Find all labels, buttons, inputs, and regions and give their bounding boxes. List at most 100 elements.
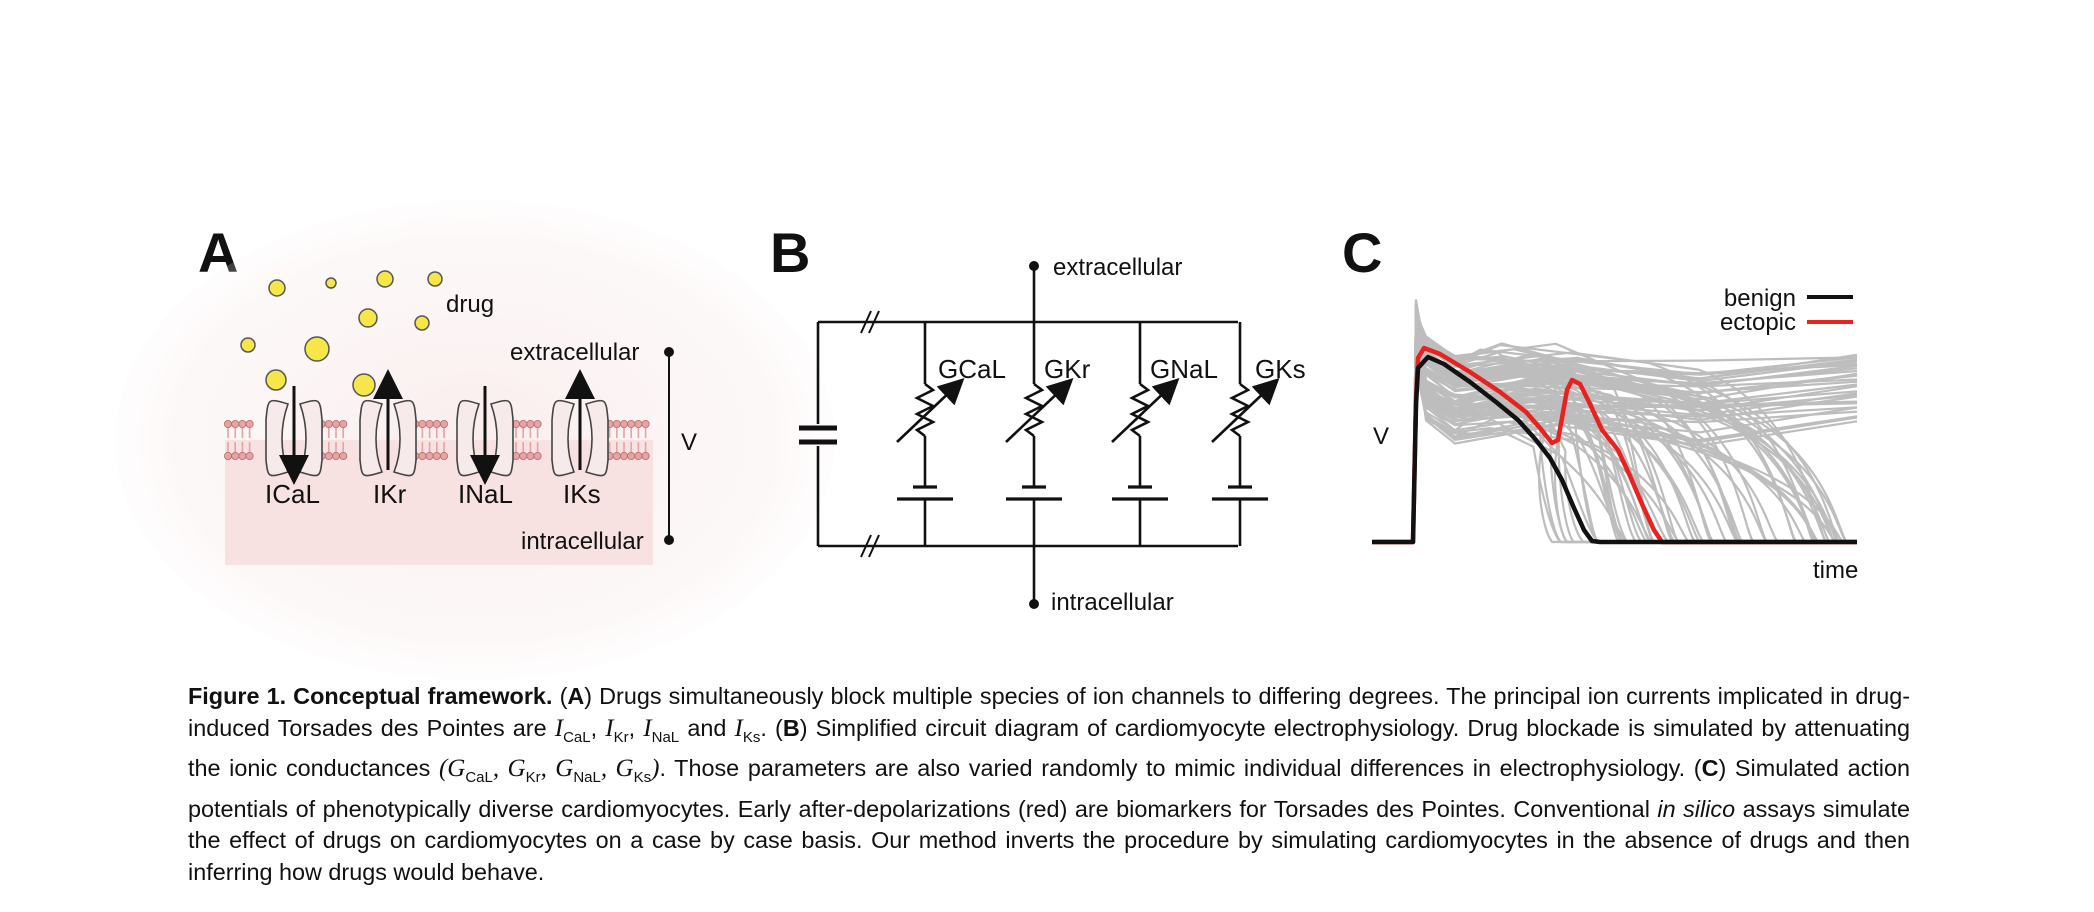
population-trace bbox=[1372, 310, 1857, 544]
channel-subunit bbox=[392, 399, 417, 477]
legend-label-ectopic: ectopic bbox=[1720, 309, 1796, 336]
lipid-head bbox=[519, 451, 528, 460]
current-label-iks: IKs bbox=[563, 479, 601, 509]
circuit-wires bbox=[816, 268, 1238, 602]
drug-molecule bbox=[414, 315, 430, 331]
lipid-head bbox=[641, 419, 650, 428]
intracellular-label-b: intracellular bbox=[1051, 589, 1174, 616]
lipid-head bbox=[418, 419, 427, 428]
drug-molecule bbox=[240, 337, 256, 353]
drug-molecule bbox=[268, 279, 286, 297]
population-trace bbox=[1372, 312, 1857, 544]
lipid-head bbox=[324, 451, 333, 460]
lipid-head bbox=[418, 451, 427, 460]
population-trace bbox=[1372, 333, 1857, 544]
lipid-head bbox=[231, 451, 240, 460]
intracellular-terminal bbox=[1029, 599, 1039, 609]
population-trace bbox=[1372, 302, 1857, 544]
population-trace bbox=[1372, 323, 1857, 544]
channel-subunit bbox=[359, 399, 384, 477]
panel-c-letter: C bbox=[1342, 221, 1382, 284]
drug-molecule bbox=[358, 308, 378, 328]
caption-text: ( bbox=[559, 683, 568, 709]
population-trace bbox=[1372, 343, 1857, 544]
lipid-head bbox=[432, 451, 441, 460]
lipid-head bbox=[641, 451, 650, 460]
caption-ref-a: A bbox=[567, 683, 585, 709]
current-label-inal: INaL bbox=[458, 479, 513, 509]
caption-text: ) Simplified circuit diagram of cardiomy… bbox=[188, 714, 1911, 782]
extracellular-terminal bbox=[1029, 261, 1039, 271]
drug-molecule bbox=[265, 369, 287, 391]
conductance-branch bbox=[896, 322, 965, 546]
lipid-head bbox=[231, 419, 240, 428]
population-trace bbox=[1372, 332, 1857, 544]
math-i-ks: IKs bbox=[734, 714, 761, 746]
voltage-terminal-bottom bbox=[664, 535, 674, 545]
resistor bbox=[1229, 382, 1251, 438]
lipid-head bbox=[339, 451, 348, 460]
lipid-head bbox=[620, 451, 629, 460]
caption-italic: in silico bbox=[1657, 795, 1736, 822]
caption-text: ) Drugs simultaneously block multiple sp… bbox=[188, 683, 1910, 741]
lipid-head bbox=[612, 451, 621, 460]
conductance-branch bbox=[1111, 322, 1180, 546]
conductance-label-gkr: GKr bbox=[1044, 354, 1091, 384]
panel-a: A drug extracellular intracellular bbox=[115, 200, 835, 680]
drug-molecules bbox=[240, 270, 443, 397]
c-ylabel: V bbox=[1373, 423, 1389, 450]
lipid-head bbox=[238, 419, 247, 428]
lipid-head bbox=[339, 419, 348, 428]
voltage-label-a: V bbox=[681, 429, 697, 456]
lipid-head bbox=[245, 451, 254, 460]
lipid-head bbox=[223, 419, 232, 428]
caption-text: and bbox=[687, 714, 727, 741]
extracellular-label-a: extracellular bbox=[510, 339, 639, 366]
panel-b: B extracellular intracellular GCaL GKr G bbox=[770, 221, 1306, 616]
caption-text: . Those parameters are also varied rando… bbox=[659, 755, 1702, 781]
lipid-head bbox=[533, 451, 542, 460]
channel-subunit bbox=[551, 399, 576, 477]
math-i-cal: ICaL bbox=[554, 714, 591, 746]
lipid-head bbox=[526, 451, 535, 460]
panel-b-letter: B bbox=[770, 221, 810, 284]
conductance-label-gks: GKs bbox=[1255, 354, 1306, 384]
lipid-head bbox=[533, 419, 542, 428]
lipid-head bbox=[627, 451, 636, 460]
extracellular-label-b: extracellular bbox=[1053, 254, 1182, 281]
conductance-label-gcal: GCaL bbox=[938, 354, 1006, 384]
population-trace bbox=[1372, 345, 1857, 544]
conductance-branch bbox=[1211, 322, 1280, 546]
drug-molecule bbox=[427, 271, 443, 287]
resistor bbox=[1023, 382, 1045, 438]
population-trace bbox=[1372, 365, 1857, 544]
panel-c: C V time benign ectopic bbox=[1342, 221, 1858, 584]
lipid-head bbox=[526, 419, 535, 428]
lipid-head bbox=[439, 451, 448, 460]
variable-arrow bbox=[896, 378, 965, 443]
lipid-head bbox=[612, 419, 621, 428]
drug-molecule bbox=[376, 270, 394, 288]
conductance-label-gnal: GNaL bbox=[1150, 354, 1218, 384]
math-i-nal: INaL bbox=[643, 714, 680, 746]
population-traces bbox=[1372, 299, 1858, 544]
lipid-head bbox=[331, 419, 340, 428]
variable-arrow bbox=[1211, 378, 1280, 443]
caption-text: ) Simulated action potentials of phenoty… bbox=[188, 755, 1911, 822]
drug-label: drug bbox=[446, 291, 494, 318]
resistor bbox=[1129, 382, 1151, 438]
conductance-branches bbox=[896, 322, 1280, 546]
legend-label-benign: benign bbox=[1724, 285, 1796, 312]
variable-arrow bbox=[1111, 378, 1180, 443]
caption-text: assays simulate the effect of drugs on c… bbox=[188, 795, 1910, 885]
lipid-head bbox=[425, 451, 434, 460]
lipid-head bbox=[439, 419, 448, 428]
math-g-tuple: (GCaL, GKr, GNaL, GKs) bbox=[438, 755, 660, 786]
drug-molecule bbox=[325, 277, 337, 289]
voltage-terminal-top bbox=[664, 347, 674, 357]
lipid-head bbox=[245, 419, 254, 428]
lipid-head bbox=[519, 419, 528, 428]
math-i-kr: IKr bbox=[605, 714, 629, 746]
population-trace bbox=[1372, 350, 1857, 544]
